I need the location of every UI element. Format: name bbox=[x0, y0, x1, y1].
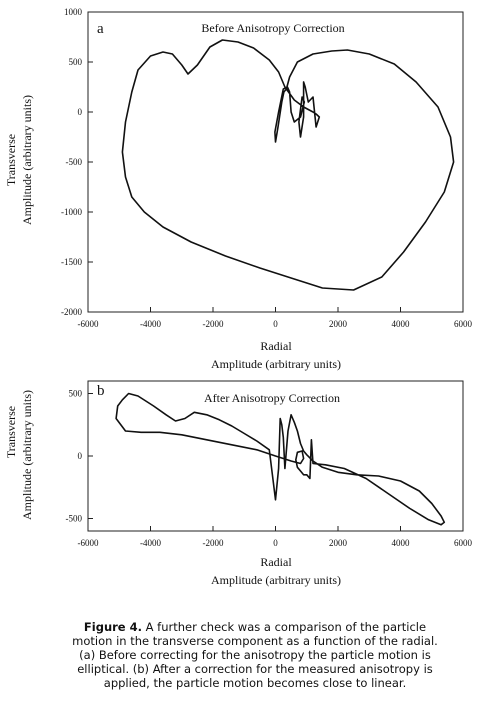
caption-label: Figure 4. bbox=[83, 620, 142, 634]
panel-b-ylabel-line2: Amplitude (arbitrary units) bbox=[20, 390, 34, 520]
panel-a-particle-motion-line bbox=[121, 39, 455, 291]
panel-a-xlabel-line1: Radial bbox=[260, 339, 292, 353]
panel-b-y-tick-label: -500 bbox=[66, 514, 83, 524]
panel-b-x-tick-label: 6000 bbox=[454, 538, 473, 548]
panel-b-particle-motion-line bbox=[115, 392, 446, 526]
panel-b-ylabel-line1: Transverse bbox=[4, 406, 18, 458]
panel-b-x-tick-label: 4000 bbox=[392, 538, 411, 548]
panel-b: Transverse Amplitude (arbitrary units) R… bbox=[4, 380, 473, 587]
panel-a-letter: a bbox=[97, 21, 104, 37]
caption-text: A further check was a comparison of the … bbox=[72, 620, 438, 690]
panel-a: Transverse Amplitude (arbitrary units) R… bbox=[4, 7, 473, 371]
panel-a-x-tick-label: 4000 bbox=[392, 319, 411, 329]
panel-b-xlabel-line2: Amplitude (arbitrary units) bbox=[211, 573, 341, 587]
panel-b-x-tick-label: 2000 bbox=[329, 538, 348, 548]
panel-a-xlabel-line2: Amplitude (arbitrary units) bbox=[211, 357, 341, 371]
panel-a-y-tick-label: -2000 bbox=[61, 307, 82, 317]
panel-a-x-tick-label: 2000 bbox=[329, 319, 348, 329]
panel-a-y-tick-label: 1000 bbox=[64, 7, 83, 17]
panel-a-x-tick-label: 6000 bbox=[454, 319, 473, 329]
panel-b-y-tick-label: 500 bbox=[69, 389, 83, 399]
panel-a-x-tick-label: -2000 bbox=[203, 319, 224, 329]
panel-b-letter: b bbox=[97, 383, 105, 399]
panel-b-x-tick-label: -4000 bbox=[140, 538, 161, 548]
panel-a-x-tick-label: 0 bbox=[273, 319, 278, 329]
panel-a-y-tick-label: 500 bbox=[69, 57, 83, 67]
panel-b-x-tick-label: -2000 bbox=[203, 538, 224, 548]
figure: Transverse Amplitude (arbitrary units) R… bbox=[4, 7, 473, 587]
panel-a-y-tick-label: -1500 bbox=[61, 257, 82, 267]
panel-b-x-tick-label: -6000 bbox=[78, 538, 99, 548]
panel-b-y-tick-label: 0 bbox=[78, 451, 83, 461]
figure-caption: Figure 4. A further check was a comparis… bbox=[70, 620, 440, 690]
panel-a-x-tick-label: -4000 bbox=[140, 319, 161, 329]
panel-a-ylabel-line2: Amplitude (arbitrary units) bbox=[20, 95, 34, 225]
panel-a-ylabel-line1: Transverse bbox=[4, 134, 18, 186]
panel-a-y-tick-label: 0 bbox=[78, 107, 83, 117]
panel-a-title: Before Anisotropy Correction bbox=[201, 21, 344, 35]
panel-b-xlabel-line1: Radial bbox=[260, 555, 292, 569]
panel-a-y-tick-label: -500 bbox=[66, 157, 83, 167]
panel-a-y-tick-label: -1000 bbox=[61, 207, 82, 217]
panel-a-x-tick-label: -6000 bbox=[78, 319, 99, 329]
panel-b-title: After Anisotropy Correction bbox=[204, 391, 340, 405]
panel-b-x-tick-label: 0 bbox=[273, 538, 278, 548]
panel-a-plot-frame bbox=[87, 11, 464, 313]
